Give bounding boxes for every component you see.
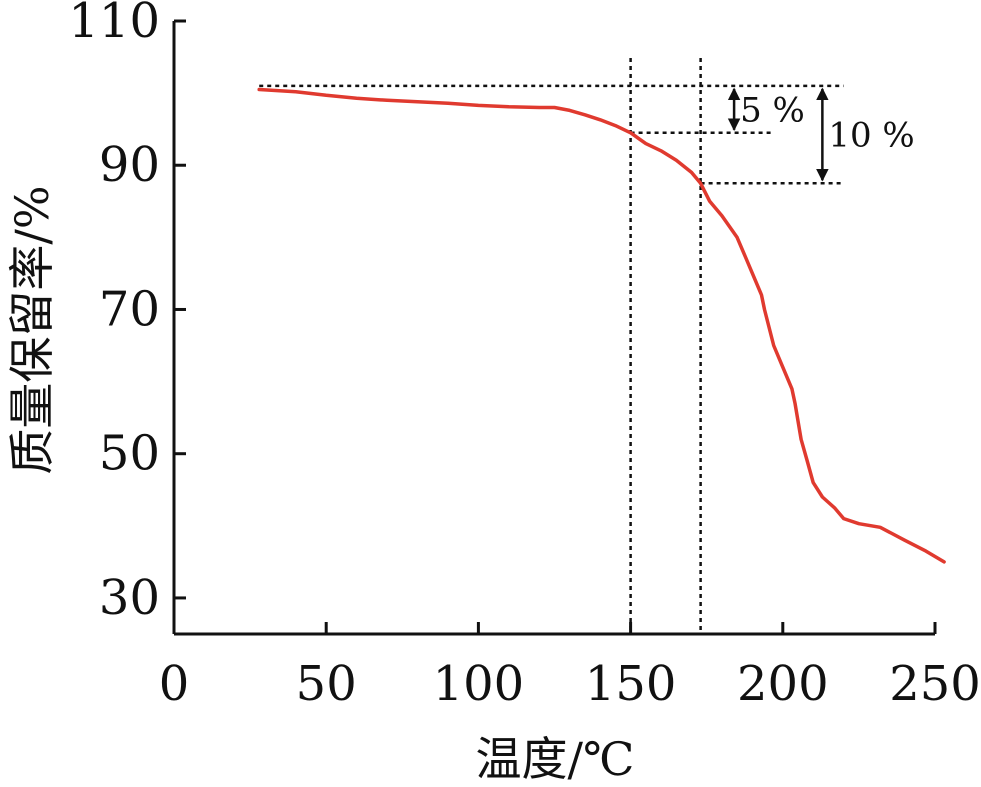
x-tick-label: 150	[585, 656, 677, 712]
y-axis-title: 质量保留率/%	[5, 185, 59, 474]
axis-titles: 温度/℃ 质量保留率/%	[5, 185, 634, 786]
annotations: 5 % 10 %	[727, 87, 915, 182]
y-tick-label: 50	[99, 426, 160, 482]
mass-retention-curve	[257, 87, 946, 564]
series-group	[257, 87, 946, 564]
annotation-label: 5 %	[740, 90, 805, 130]
x-axis-title: 温度/℃	[476, 732, 635, 786]
x-tick-label: 100	[433, 656, 525, 712]
x-tick-label: 50	[296, 656, 357, 712]
annotation-label: 10 %	[828, 116, 914, 156]
y-tick-label: 70	[99, 281, 160, 337]
y-tick-label: 110	[68, 0, 160, 49]
x-tick-label: 200	[737, 656, 829, 712]
x-tick-label: 250	[889, 656, 981, 712]
x-tick-label: 0	[159, 656, 190, 712]
y-tick-label: 30	[99, 570, 160, 626]
y-tick-label: 90	[99, 137, 160, 193]
axes: 0 50 100 150 200 250 30 50 70 90 110	[68, 0, 980, 712]
reference-lines	[259, 58, 844, 634]
